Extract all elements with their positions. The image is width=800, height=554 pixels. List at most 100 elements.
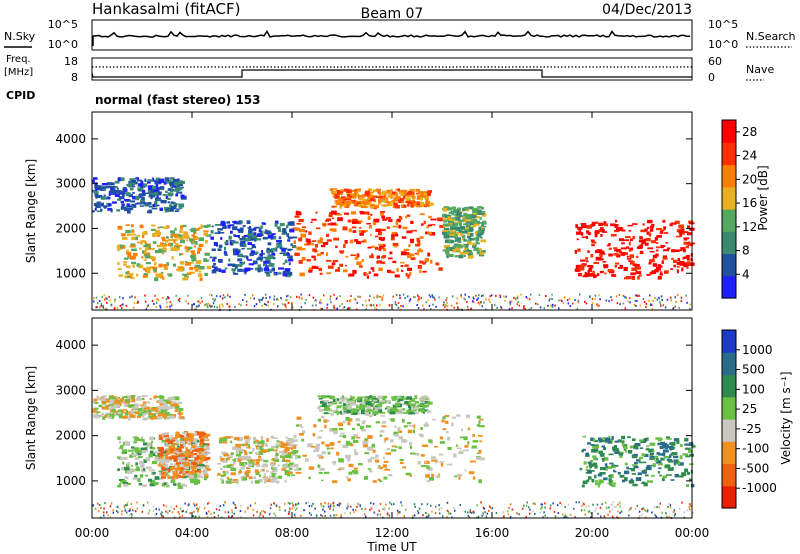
power-cell	[232, 220, 237, 223]
power-cell	[319, 298, 322, 301]
power-cell	[416, 195, 423, 200]
velocity-cell	[674, 513, 677, 515]
power-cell	[614, 265, 618, 268]
velocity-cell	[102, 395, 107, 397]
velocity-cell	[179, 416, 185, 419]
power-cell	[571, 302, 574, 305]
velocity-cell	[310, 513, 312, 516]
velocity-cell	[395, 446, 398, 448]
power-cell	[602, 231, 608, 233]
power-cell	[117, 198, 122, 201]
velocity-cell	[164, 400, 169, 404]
power-cell	[610, 296, 612, 299]
velocity-cell	[108, 416, 114, 419]
velocity-cell	[205, 433, 211, 437]
velocity-cell	[181, 514, 184, 517]
power-cell	[132, 185, 136, 188]
power-cell	[386, 204, 390, 207]
velocity-cell	[597, 512, 599, 515]
velocity-cell	[189, 455, 195, 459]
power-cell	[686, 265, 689, 269]
velocity-cell	[154, 451, 159, 454]
velocity-cell	[345, 454, 351, 459]
velocity-cell	[136, 397, 142, 401]
power-cell	[369, 295, 371, 298]
velocity-cell	[199, 455, 206, 459]
velocity-cell	[175, 447, 182, 450]
power-cell	[178, 236, 184, 240]
power-cell	[567, 302, 570, 305]
power-cell	[191, 227, 196, 232]
power-cell	[117, 248, 120, 252]
velocity-cell	[297, 502, 300, 505]
power-cell	[360, 211, 365, 215]
velocity-cell	[308, 476, 311, 480]
velocity-cell	[619, 501, 621, 504]
velocity-cell	[285, 454, 292, 459]
power-cell	[390, 200, 394, 204]
velocity-cell	[544, 502, 546, 505]
velocity-cell	[255, 445, 258, 447]
velocity-cell	[399, 458, 404, 461]
power-cell	[129, 296, 131, 299]
power-cell	[463, 255, 466, 257]
power-cell	[474, 231, 478, 235]
velocity-cell	[540, 503, 542, 506]
velocity-cell	[331, 401, 338, 405]
velocity-cell	[294, 509, 297, 512]
velocity-cell	[364, 438, 368, 443]
velocity-cell	[162, 473, 167, 477]
power-cell	[581, 236, 588, 239]
power-cell	[678, 249, 683, 252]
velocity-cell	[168, 445, 172, 449]
power-cell	[238, 303, 240, 305]
power-cell	[481, 227, 485, 232]
power-cell	[446, 301, 448, 304]
velocity-cell	[149, 446, 154, 449]
velocity-cell	[158, 470, 162, 473]
velocity-cell	[151, 440, 154, 443]
power-cell	[282, 270, 287, 273]
power-cell	[145, 252, 150, 257]
power-cell	[273, 295, 276, 298]
power-cell	[468, 296, 470, 298]
power-cell	[251, 294, 254, 297]
velocity-cell	[141, 395, 148, 397]
velocity-cell	[305, 458, 309, 462]
power-cell	[431, 294, 434, 297]
velocity-cell	[451, 422, 454, 427]
velocity-cell	[445, 420, 449, 424]
power-cell	[353, 200, 359, 204]
power-cell	[220, 221, 226, 226]
power-cell	[251, 246, 256, 249]
power-cell	[643, 300, 646, 303]
velocity-cell	[408, 405, 412, 409]
velocity-cell	[106, 406, 109, 410]
power-cell	[341, 196, 346, 199]
velocity-cell	[420, 427, 423, 430]
power-cell	[117, 262, 120, 265]
velocity-cell	[206, 456, 211, 460]
velocity-cell	[643, 461, 647, 464]
power-cell	[624, 307, 627, 310]
power-cell	[604, 223, 609, 227]
power-cell	[180, 194, 185, 199]
velocity-cell	[142, 414, 145, 418]
velocity-cell	[589, 470, 595, 472]
power-cell	[210, 230, 214, 234]
power-cell	[385, 201, 391, 204]
velocity-cell	[529, 508, 531, 511]
velocity-cell	[561, 503, 563, 506]
velocity-cell	[395, 403, 400, 407]
velocity-cell	[260, 513, 262, 516]
power-cell	[656, 228, 662, 231]
power-cell	[216, 306, 218, 309]
velocity-cell	[156, 410, 162, 415]
power-cell	[391, 231, 396, 236]
power-cell	[222, 294, 225, 297]
velocity-cell	[641, 508, 643, 511]
power-cell	[276, 226, 281, 229]
velocity-cell	[137, 456, 143, 458]
power-cell	[299, 248, 306, 251]
power-cell	[326, 306, 328, 309]
